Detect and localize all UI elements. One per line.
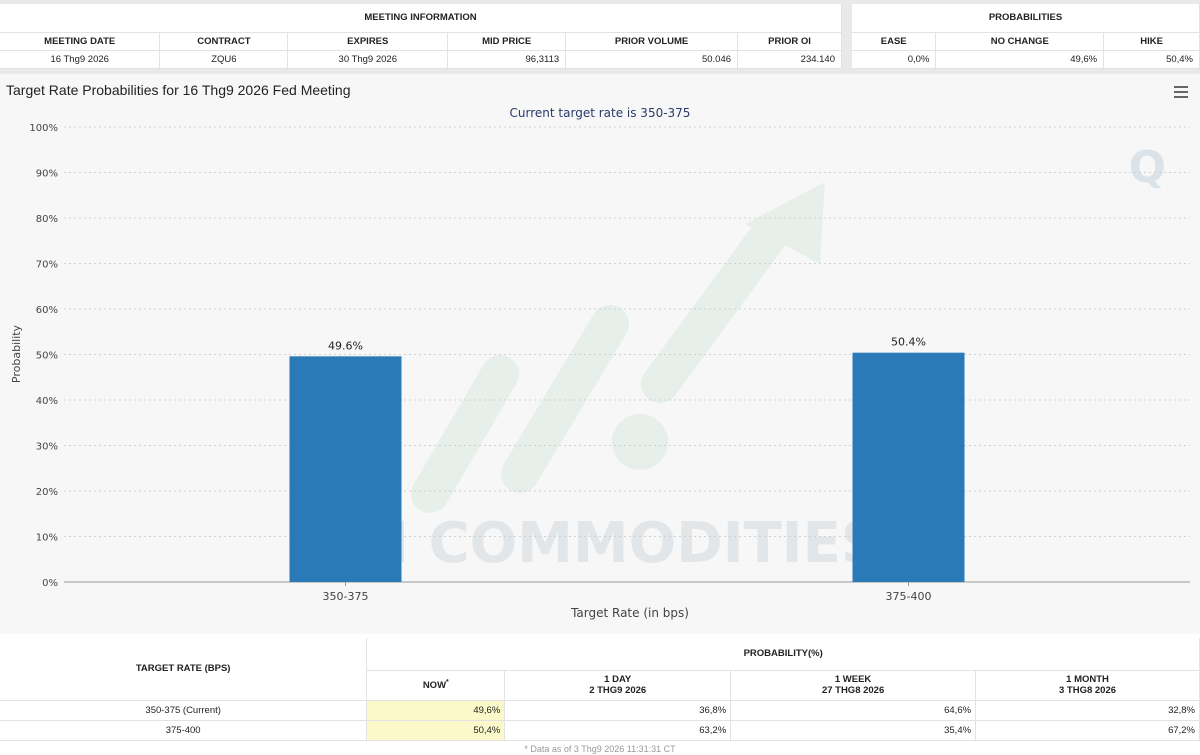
prior-oi-value: 234.140 [737, 50, 842, 69]
meeting-date-value: 16 Thg9 2026 [0, 50, 161, 69]
y-tick-label: 60% [36, 305, 58, 316]
watermark-text: VN COMMODITIES [319, 511, 881, 576]
top-summary: MEETING INFORMATION MEETING DATE CONTRAC… [0, 0, 1200, 74]
y-tick-label: 30% [36, 442, 58, 453]
history-table-panel: TARGET RATE (BPS) PROBABILITY(%) NOW* 1 … [0, 638, 1200, 755]
probability-header: PROBABILITY(%) [366, 638, 1200, 671]
chart-panel: Target Rate Probabilities for 16 Thg9 20… [0, 74, 1200, 634]
y-tick-label: 80% [36, 214, 58, 225]
col-1month: 1 MONTH 3 THG8 2026 [975, 670, 1200, 701]
col-1day: 1 DAY 2 THG9 2026 [504, 670, 732, 701]
contract-value: ZQU6 [159, 50, 289, 69]
col-no-change: NO CHANGE [935, 32, 1105, 51]
x-tick-label: 350-375 [323, 590, 369, 603]
probabilities-table: PROBABILITIES EASE NO CHANGE HIKE 0,0% 4… [852, 4, 1200, 69]
y-tick-label: 90% [36, 169, 58, 180]
bar-chart: VN COMMODITIES Current target rate is 35… [10, 106, 1190, 620]
y-tick-label: 20% [36, 487, 58, 498]
y-tick-label: 100% [29, 123, 58, 134]
bar-375-400 [852, 352, 965, 582]
col-expires: EXPIRES [287, 32, 449, 51]
bar-350-375 [289, 356, 402, 582]
mid-price-value: 96,3113 [447, 50, 567, 69]
probabilities-title: PROBABILITIES [852, 4, 1200, 33]
row-1day: 36,8% [504, 700, 732, 721]
meeting-info-table: MEETING INFORMATION MEETING DATE CONTRAC… [0, 4, 842, 69]
prior-volume-value: 50.046 [565, 50, 739, 69]
col-mid-price: MID PRICE [447, 32, 567, 51]
footnote: * Data as of 3 Thg9 2026 11:31:31 CT [524, 744, 676, 754]
row-1week: 64,6% [730, 700, 977, 721]
col-meeting-date: MEETING DATE [0, 32, 161, 51]
row-1month: 32,8% [975, 700, 1200, 721]
history-table: TARGET RATE (BPS) PROBABILITY(%) NOW* 1 … [0, 638, 1200, 741]
bar-data-label: 49.6% [328, 339, 363, 352]
expires-value: 30 Thg9 2026 [287, 50, 449, 69]
ease-value: 0,0% [852, 50, 937, 69]
row-1month: 67,2% [975, 720, 1200, 741]
col-prior-oi: PRIOR OI [737, 32, 842, 51]
table-row: 350-375 (Current) 49,6% 36,8% 64,6% 32,8… [0, 700, 1200, 721]
y-tick-label: 10% [36, 533, 58, 544]
chart-title: Target Rate Probabilities for 16 Thg9 20… [6, 82, 351, 98]
col-hike: HIKE [1103, 32, 1200, 51]
row-1day: 63,2% [504, 720, 732, 741]
row-now: 50,4% [366, 720, 506, 741]
meeting-info-title: MEETING INFORMATION [0, 4, 842, 33]
hike-value: 50,4% [1103, 50, 1200, 69]
x-axis-label: Target Rate (in bps) [570, 606, 689, 620]
col-1week: 1 WEEK 27 THG8 2026 [730, 670, 977, 701]
hamburger-menu-icon[interactable] [1174, 86, 1188, 98]
col-prior-volume: PRIOR VOLUME [565, 32, 739, 51]
logo-q-icon: Q [1128, 142, 1166, 193]
y-tick-label: 50% [36, 351, 58, 362]
x-tick-label: 375-400 [886, 590, 932, 603]
row-rate: 350-375 (Current) [0, 700, 368, 721]
col-now: NOW* [366, 670, 506, 701]
target-rate-header: TARGET RATE (BPS) [0, 638, 368, 701]
y-tick-label: 70% [36, 260, 58, 271]
row-1week: 35,4% [730, 720, 977, 741]
watermark-arrow-icon [411, 182, 825, 513]
table-row: 375-400 50,4% 63,2% 35,4% 67,2% [0, 720, 1200, 741]
col-ease: EASE [852, 32, 937, 51]
y-tick-label: 0% [42, 578, 58, 589]
no-change-value: 49,6% [935, 50, 1105, 69]
y-axis-label: Probability [10, 324, 23, 383]
chart-subtitle: Current target rate is 350-375 [510, 106, 691, 120]
bar-data-label: 50.4% [891, 336, 926, 349]
y-tick-label: 40% [36, 396, 58, 407]
row-now: 49,6% [366, 700, 506, 721]
row-rate: 375-400 [0, 720, 368, 741]
col-contract: CONTRACT [159, 32, 289, 51]
